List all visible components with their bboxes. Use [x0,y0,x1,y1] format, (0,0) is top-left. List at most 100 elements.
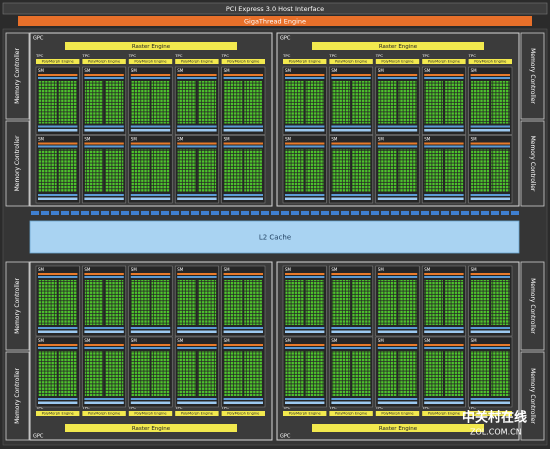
sm-bar [377,129,418,132]
core-grid [197,149,217,192]
polymorph-engine [329,411,373,416]
core-grid [84,351,104,396]
sm-bar [84,401,124,404]
sm-bar [285,398,325,400]
sm-bar [38,194,78,196]
sm-bar [223,398,263,400]
sm-label: SM [177,267,184,272]
core-grid [58,149,77,192]
sm-bar [84,129,124,132]
sm-label: SM [38,137,45,142]
sm-bar [84,194,124,196]
sm-bar [331,77,371,79]
sm-bar [377,330,418,333]
core-grid [197,280,217,325]
core-grid [424,149,443,192]
tpc-label: TPC [328,405,337,410]
sm-label: SM [424,137,431,142]
core-grid [38,81,57,124]
sm-label: SM [224,338,231,343]
gpc-label: GPC [33,36,44,42]
polymorph-label: PolyMorph Engine [88,412,121,416]
pcie-bar [2,2,548,15]
core-grid [38,280,57,325]
core-grid [444,280,464,325]
sm-bar [38,145,78,148]
sm-bar [285,125,325,128]
sm-bar [377,74,418,76]
sm-bar [130,142,171,145]
sm-bar [424,398,464,400]
core-grid [424,280,443,325]
sm-bar [177,77,217,79]
core-grid [105,81,124,124]
sm-bar [470,347,510,349]
sm-bar [177,74,217,76]
memory-controller-label: Memory Controller [14,278,21,334]
sm-bar [285,142,325,145]
core-grid [285,81,304,124]
sm-label: SM [378,267,385,272]
sm-bar [331,129,371,132]
sm-bar [424,129,464,132]
sm-bar [177,344,217,346]
sm-label: SM [38,267,45,272]
raster-engine-label: Raster Engine [379,426,418,432]
sm-label: SM [84,137,91,142]
sm-label: SM [331,338,338,343]
polymorph-label: PolyMorph Engine [227,60,260,64]
core-grid [471,81,490,124]
sm-bar [177,398,217,400]
tpc-label: TPC [468,405,477,410]
sm-bar [470,74,510,76]
polymorph-engine [422,59,466,64]
sm-label: SM [84,68,91,73]
polymorph-engine [468,411,512,416]
sm-bar [424,401,464,404]
core-grid [105,149,124,192]
sm-label: SM [285,267,292,272]
core-grid [131,351,150,396]
sm-label: SM [131,267,138,272]
sm-bar [84,347,124,349]
sm-bar [331,398,371,400]
polymorph-label: PolyMorph Engine [381,60,414,64]
sm-bar [470,398,510,400]
core-grid [285,149,304,192]
sm-bar [223,344,263,346]
sm-bar [331,125,371,128]
sm-bar [331,142,371,145]
core-grid [151,351,170,396]
memory-controller [5,32,30,120]
sm-bar [130,398,171,400]
sm-bar [84,327,124,329]
tpc-label: TPC [174,53,183,58]
polymorph-engine [36,411,80,416]
memory-controller [5,351,30,441]
sm-bar [377,142,418,145]
sm-bar [38,327,78,329]
memory-controller [520,351,545,441]
sm-bar [424,330,464,333]
sm-bar [84,330,124,333]
sm-bar [470,145,510,148]
polymorph-engine [128,59,173,64]
core-grid [352,351,371,396]
core-grid [105,280,124,325]
sm-bar [38,276,78,278]
pcie-label: PCI Express 3.0 Host Interface [226,5,324,13]
gigathread-label: GigaThread Engine [244,18,306,26]
polymorph-label: PolyMorph Engine [335,60,368,64]
sm-bar [377,194,418,196]
sm-bar [223,273,263,275]
sm-bar [130,276,171,278]
polymorph-label: PolyMorph Engine [88,60,121,64]
sm-bar [377,125,418,128]
tpc-label: TPC [421,405,430,410]
core-grid [352,149,371,192]
memory-controller [520,32,545,120]
l2-cache-label: L2 Cache [259,234,291,242]
core-grid [331,149,351,192]
sm-label: SM [131,68,138,73]
sm-label: SM [331,267,338,272]
